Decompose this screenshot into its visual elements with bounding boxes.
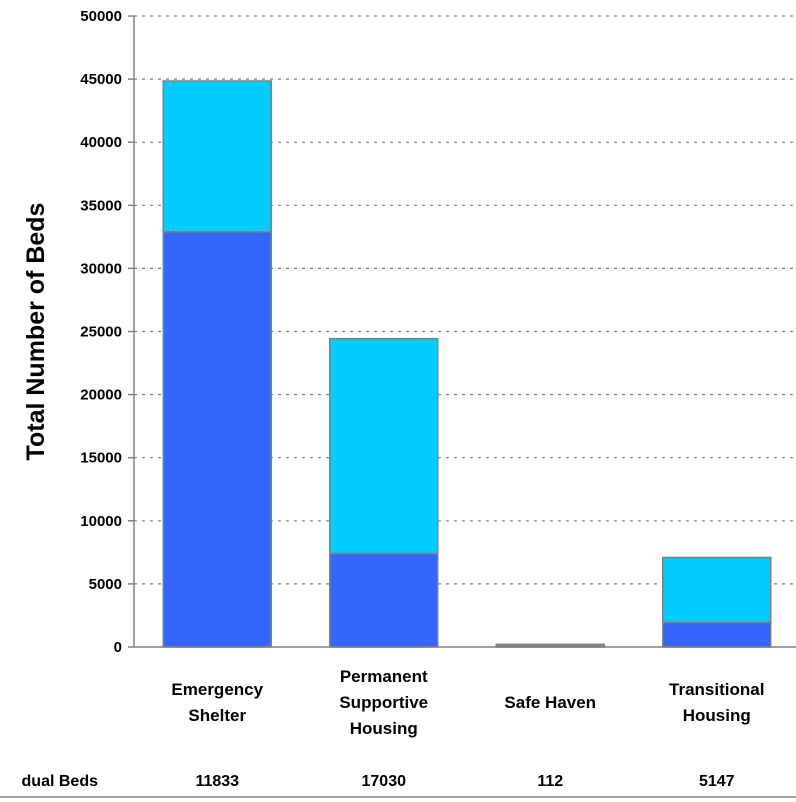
y-tick-label: 10000 xyxy=(80,513,122,530)
table-row-label: dual Beds xyxy=(22,773,99,790)
data-table-row: dual Beds 11833 17030 112 5147 xyxy=(22,773,735,790)
table-row-value: 11833 xyxy=(195,773,239,790)
y-tick-label: 15000 xyxy=(80,450,122,467)
y-tick-label: 20000 xyxy=(80,387,122,404)
table-row-value: 17030 xyxy=(362,773,407,790)
category-label: Emergency xyxy=(171,680,263,699)
category-label: Supportive xyxy=(339,693,428,712)
y-tick-label: 40000 xyxy=(80,134,122,151)
bar-segment-series-2 xyxy=(495,643,605,647)
category-label: Safe Haven xyxy=(504,693,596,712)
bar-segment-series-2 xyxy=(329,337,439,555)
y-tick-label: 25000 xyxy=(80,324,122,341)
category-label: Transitional xyxy=(669,680,764,699)
bar-segment-series-2 xyxy=(162,80,272,233)
bars xyxy=(162,80,772,648)
y-axis-title: Total Number of Beds xyxy=(22,203,50,461)
y-tick-label: 5000 xyxy=(89,576,122,593)
y-tick-label: 50000 xyxy=(80,8,122,25)
bar-segment-series-1 xyxy=(162,231,272,648)
category-label: Shelter xyxy=(188,706,246,725)
category-label: Housing xyxy=(350,719,418,738)
y-tick-labels: 0 5000 10000 15000 20000 25000 30000 35000 40000… xyxy=(80,8,122,656)
bar-segment-series-1 xyxy=(329,552,439,648)
category-label: Housing xyxy=(683,706,751,725)
table-row-value: 5147 xyxy=(699,773,735,790)
category-labels: Emergency Shelter Permanent Supportive Housi… xyxy=(171,667,764,738)
y-tick-label: 0 xyxy=(114,639,122,656)
gridlines xyxy=(128,15,796,648)
bar-segment-series-2 xyxy=(662,556,772,624)
category-label: Permanent xyxy=(340,667,428,686)
y-tick-label: 45000 xyxy=(80,71,122,88)
bar-segment-series-1 xyxy=(662,621,772,648)
y-tick-label: 30000 xyxy=(80,260,122,277)
table-row-value: 112 xyxy=(537,773,563,790)
y-tick-label: 35000 xyxy=(80,197,122,214)
